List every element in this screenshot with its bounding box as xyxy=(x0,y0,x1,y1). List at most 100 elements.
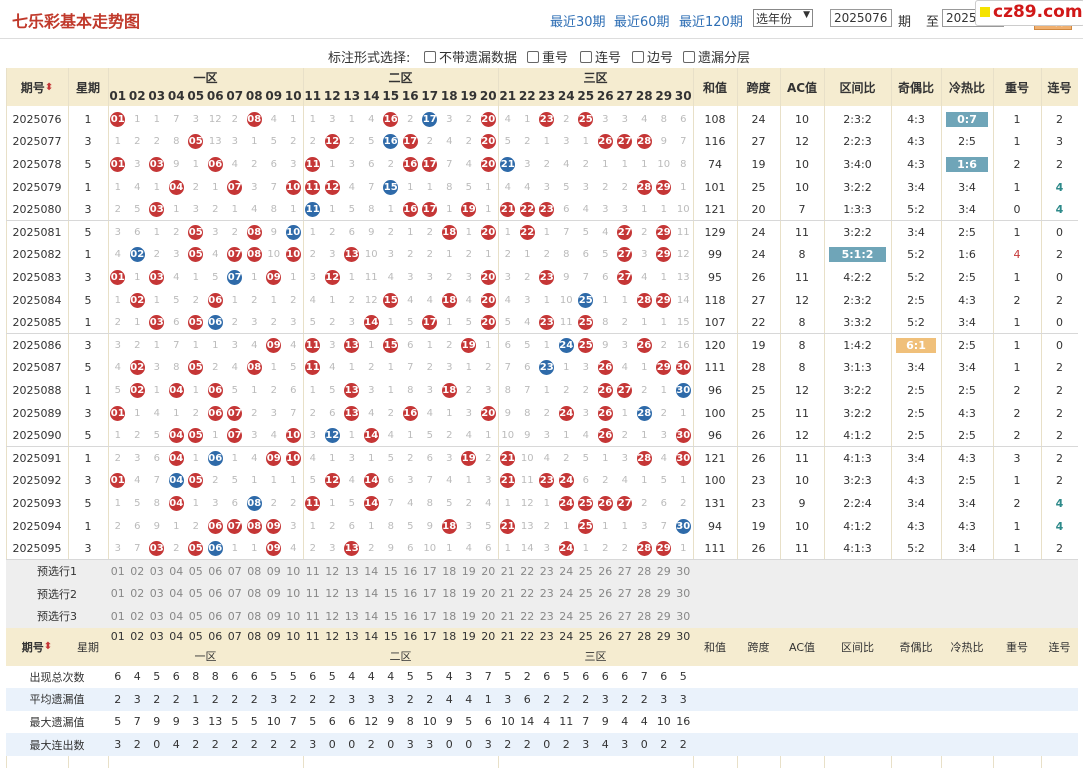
preselect-number[interactable]: 12 xyxy=(325,609,340,623)
option-repeat[interactable]: 重号 xyxy=(527,47,568,66)
preselect-number[interactable]: 25 xyxy=(578,609,593,623)
preselect-number[interactable]: 24 xyxy=(559,609,574,623)
preselect-number[interactable]: 23 xyxy=(539,609,554,623)
preselect-number[interactable]: 05 xyxy=(188,587,203,601)
preselect-number[interactable]: 19 xyxy=(461,609,476,623)
sort-icon[interactable]: ⬍ xyxy=(43,641,53,652)
preselect-number[interactable]: 15 xyxy=(383,609,398,623)
preselect-number[interactable]: 29 xyxy=(656,609,671,623)
preselect-number[interactable]: 21 xyxy=(500,609,515,623)
year-select[interactable]: 选年份 ▼ xyxy=(753,9,813,27)
preselect-number[interactable]: 03 xyxy=(149,587,164,601)
preselect-number[interactable]: 11 xyxy=(305,609,320,623)
preselect-number[interactable]: 04 xyxy=(169,564,184,578)
preselect-number[interactable]: 22 xyxy=(520,587,535,601)
preselect-number[interactable]: 25 xyxy=(578,564,593,578)
preselect-number[interactable]: 01 xyxy=(110,587,125,601)
from-period-input[interactable]: 2025076 xyxy=(830,9,892,27)
preselect-number[interactable]: 05 xyxy=(188,564,203,578)
preselect-number[interactable]: 30 xyxy=(676,564,691,578)
preselect-number[interactable]: 28 xyxy=(637,587,652,601)
preselect-number[interactable]: 14 xyxy=(364,609,379,623)
preselect-number[interactable]: 13 xyxy=(344,564,359,578)
preselect-number[interactable]: 01 xyxy=(110,564,125,578)
preselect-number[interactable]: 22 xyxy=(520,564,535,578)
recent-120-link[interactable]: 最近120期 xyxy=(679,15,743,30)
preselect-number[interactable]: 09 xyxy=(266,587,281,601)
checkbox-icon[interactable] xyxy=(527,51,539,63)
preselect-number[interactable]: 14 xyxy=(364,587,379,601)
preselect-number[interactable]: 06 xyxy=(208,564,223,578)
preselect-number[interactable]: 11 xyxy=(305,587,320,601)
preselect-number[interactable]: 27 xyxy=(617,564,632,578)
preselect-number[interactable]: 13 xyxy=(344,609,359,623)
preselect-number[interactable]: 03 xyxy=(149,564,164,578)
option-consecutive[interactable]: 连号 xyxy=(580,47,621,66)
checkbox-icon[interactable] xyxy=(424,51,436,63)
recent-30-link[interactable]: 最近30期 xyxy=(550,15,606,30)
preselect-number[interactable]: 25 xyxy=(578,587,593,601)
preselect-number[interactable]: 13 xyxy=(344,587,359,601)
preselect-number[interactable]: 26 xyxy=(598,609,613,623)
preselect-number[interactable]: 20 xyxy=(481,609,496,623)
preselect-number[interactable]: 18 xyxy=(442,564,457,578)
checkbox-icon[interactable] xyxy=(632,51,644,63)
preselect-number[interactable]: 01 xyxy=(110,609,125,623)
preselect-number[interactable]: 12 xyxy=(325,587,340,601)
preselect-number[interactable]: 23 xyxy=(539,564,554,578)
preselect-number[interactable]: 10 xyxy=(286,609,301,623)
preselect-number[interactable]: 23 xyxy=(539,587,554,601)
preselect-number[interactable]: 27 xyxy=(617,587,632,601)
preselect-number[interactable]: 16 xyxy=(403,587,418,601)
preselect-number[interactable]: 15 xyxy=(383,587,398,601)
preselect-number[interactable]: 29 xyxy=(656,587,671,601)
preselect-number[interactable]: 28 xyxy=(637,609,652,623)
preselect-number[interactable]: 08 xyxy=(247,587,262,601)
preselect-number[interactable]: 04 xyxy=(169,609,184,623)
preselect-number[interactable]: 30 xyxy=(676,587,691,601)
preselect-number[interactable]: 20 xyxy=(481,564,496,578)
preselect-number[interactable]: 11 xyxy=(305,564,320,578)
recent-60-link[interactable]: 最近60期 xyxy=(614,15,670,30)
preselect-number[interactable]: 22 xyxy=(520,609,535,623)
header-period[interactable]: 期号 ⬍ xyxy=(6,68,68,106)
preselect-number[interactable]: 17 xyxy=(422,587,437,601)
preselect-number[interactable]: 17 xyxy=(422,564,437,578)
preselect-number[interactable]: 08 xyxy=(247,564,262,578)
sort-icon[interactable]: ⬍ xyxy=(44,81,54,93)
preselect-number[interactable]: 07 xyxy=(227,564,242,578)
preselect-number[interactable]: 26 xyxy=(598,587,613,601)
option-omission-layer[interactable]: 遗漏分层 xyxy=(683,47,750,66)
preselect-number[interactable]: 21 xyxy=(500,587,515,601)
preselect-number[interactable]: 27 xyxy=(617,609,632,623)
preselect-number[interactable]: 20 xyxy=(481,587,496,601)
preselect-number[interactable]: 09 xyxy=(266,609,281,623)
checkbox-icon[interactable] xyxy=(683,51,695,63)
preselect-number[interactable]: 17 xyxy=(422,609,437,623)
preselect-number[interactable]: 06 xyxy=(208,609,223,623)
checkbox-icon[interactable] xyxy=(580,51,592,63)
preselect-number[interactable]: 19 xyxy=(461,587,476,601)
preselect-number[interactable]: 28 xyxy=(637,564,652,578)
preselect-number[interactable]: 10 xyxy=(286,587,301,601)
preselect-number[interactable]: 24 xyxy=(559,564,574,578)
preselect-number[interactable]: 30 xyxy=(676,609,691,623)
preselect-number[interactable]: 24 xyxy=(559,587,574,601)
preselect-number[interactable]: 05 xyxy=(188,609,203,623)
preselect-number[interactable]: 19 xyxy=(461,564,476,578)
preselect-number[interactable]: 18 xyxy=(442,609,457,623)
preselect-number[interactable]: 18 xyxy=(442,587,457,601)
preselect-number[interactable]: 03 xyxy=(149,609,164,623)
preselect-number[interactable]: 08 xyxy=(247,609,262,623)
preselect-number[interactable]: 15 xyxy=(383,564,398,578)
preselect-number[interactable]: 12 xyxy=(325,564,340,578)
preselect-number[interactable]: 21 xyxy=(500,564,515,578)
preselect-number[interactable]: 06 xyxy=(208,587,223,601)
preselect-number[interactable]: 16 xyxy=(403,609,418,623)
preselect-number[interactable]: 16 xyxy=(403,564,418,578)
preselect-number[interactable]: 07 xyxy=(227,609,242,623)
preselect-number[interactable]: 02 xyxy=(130,587,145,601)
preselect-number[interactable]: 04 xyxy=(169,587,184,601)
preselect-number[interactable]: 29 xyxy=(656,564,671,578)
preselect-number[interactable]: 02 xyxy=(130,564,145,578)
